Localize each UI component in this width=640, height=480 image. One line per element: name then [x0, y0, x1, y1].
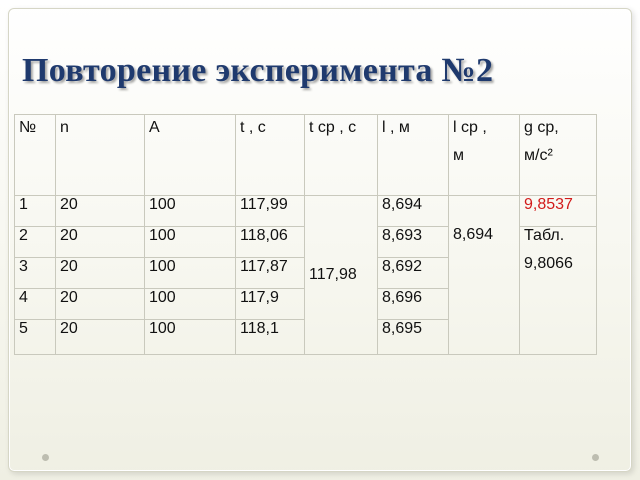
cell-l: 8,693: [377, 226, 449, 258]
table-header-row: № n A t , с t ср , с l , м l ср , м g ср…: [14, 114, 597, 196]
cell-a: 100: [144, 195, 236, 227]
header-l-avg: l ср , м: [448, 114, 520, 196]
cell-n: 20: [55, 195, 145, 227]
cell-num: 2: [14, 226, 56, 258]
cell-a: 100: [144, 288, 236, 320]
slide-corner-dot-left: [42, 454, 49, 461]
slide-title: Повторение эксперимента №2: [22, 52, 494, 89]
experiment-table: № n A t , с t ср , с l , м l ср , м g ср…: [14, 114, 597, 355]
cell-t: 117,87: [235, 257, 305, 289]
cell-l: 8,695: [377, 319, 449, 355]
cell-g-avg: 9,8537: [519, 195, 597, 227]
header-g-avg: g ср, м/с²: [519, 114, 597, 196]
cell-t: 118,1: [235, 319, 305, 355]
header-t-avg: t ср , с: [304, 114, 378, 196]
cell-l-avg: 8,694: [448, 195, 520, 355]
table-row: 5 20 100 118,1 8,695: [14, 319, 597, 355]
header-l: l , м: [377, 114, 449, 196]
cell-n: 20: [55, 319, 145, 355]
cell-g-table-value: 9,8066: [524, 255, 573, 272]
cell-n: 20: [55, 288, 145, 320]
slide-corner-dot-right: [592, 454, 599, 461]
cell-a: 100: [144, 257, 236, 289]
cell-a: 100: [144, 226, 236, 258]
cell-num: 1: [14, 195, 56, 227]
header-t: t , с: [235, 114, 305, 196]
header-l-avg-line1: l ср ,: [453, 119, 487, 136]
slide-frame: [8, 8, 632, 472]
table-row: 4 20 100 117,9 8,696: [14, 288, 597, 320]
cell-num: 3: [14, 257, 56, 289]
cell-num: 5: [14, 319, 56, 355]
cell-num: 4: [14, 288, 56, 320]
header-g-avg-line1: g ср,: [524, 119, 559, 136]
header-n: n: [55, 114, 145, 196]
cell-t-avg: 117,98: [304, 195, 378, 355]
cell-g-table-label: Табл.: [524, 227, 565, 244]
cell-l: 8,692: [377, 257, 449, 289]
header-a: A: [144, 114, 236, 196]
cell-g-table: Табл. 9,8066: [519, 226, 597, 355]
cell-t: 117,9: [235, 288, 305, 320]
cell-l: 8,694: [377, 195, 449, 227]
cell-l: 8,696: [377, 288, 449, 320]
cell-n: 20: [55, 257, 145, 289]
table-row: 1 20 100 117,99 117,98 8,694 8,694 9,853…: [14, 195, 597, 355]
header-g-avg-line2: м/с²: [524, 147, 553, 164]
table-row: 3 20 100 117,87 8,692: [14, 257, 597, 289]
header-l-avg-line2: м: [453, 147, 464, 164]
cell-t: 118,06: [235, 226, 305, 258]
header-num: №: [14, 114, 56, 196]
cell-n: 20: [55, 226, 145, 258]
cell-a: 100: [144, 319, 236, 355]
table-row: 2 20 100 118,06 8,693 Табл. 9,8066: [14, 226, 597, 355]
cell-t: 117,99: [235, 195, 305, 227]
